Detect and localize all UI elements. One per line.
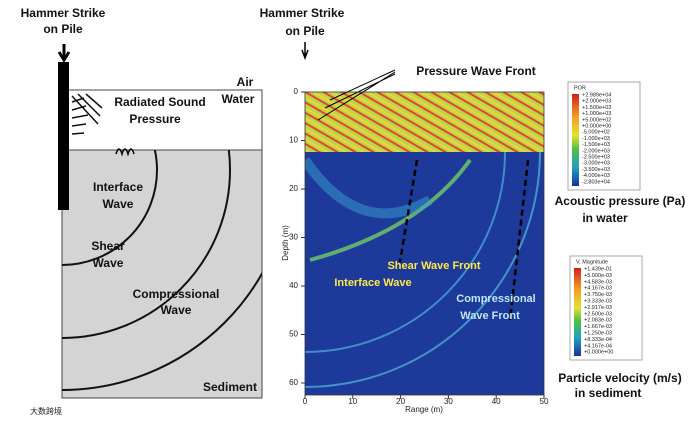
radiated-n0: Radiated Sound (114, 95, 205, 109)
values-n11: -3.000e+03 (582, 161, 610, 167)
radiation-arrows (71, 93, 103, 135)
values-n13: -4.000e+03 (582, 173, 610, 179)
compressional-front-n1: Wave Front (460, 310, 520, 322)
shear-wave-arc (62, 150, 158, 266)
xticks-n5: 50 (540, 397, 549, 406)
values-n9: +1.667e-03 (584, 324, 612, 330)
values-n10: +1.250e-03 (584, 330, 612, 336)
yticks-n5: 50 (289, 330, 298, 339)
legend-pressure-scale (572, 94, 579, 186)
caption-n1: in water (582, 211, 628, 225)
yticks-n0: 0 (294, 87, 299, 96)
legend-velocity-box (569, 255, 643, 361)
yticks-n2: 20 (289, 184, 298, 193)
radiated-n1: Pressure (129, 112, 181, 126)
legend-velocity-scale (574, 268, 581, 356)
xticks-n0: 0 (303, 397, 308, 406)
values-n9: -2.000e+03 (582, 148, 610, 154)
right-panel-interface: Interface Wave (334, 277, 411, 289)
xticks-n1: 10 (348, 397, 357, 406)
strike-label-n0: Hammer Strike (260, 6, 345, 20)
pile (58, 62, 69, 210)
interface-n1: Wave (103, 197, 134, 211)
shear-n0: Shear (91, 239, 125, 253)
yticks-n4: 40 (289, 281, 298, 290)
values-n12: +4.167e-04 (584, 343, 612, 349)
interface-squiggle (115, 148, 135, 157)
simulation-field (301, 42, 545, 396)
xticks-n2: 20 (396, 397, 405, 406)
values-n10: -2.500e+03 (582, 154, 610, 160)
right-panel-y-label: Depth (m) (281, 225, 290, 261)
compressional-front-n0: Compressional (456, 293, 535, 305)
strike-arrow (57, 44, 71, 63)
values-n8: -1.500e+03 (582, 142, 610, 148)
pressure-pointers (317, 69, 396, 121)
values-n2: +4.583e-03 (584, 279, 612, 285)
values-n2: +1.500e+03 (582, 105, 611, 111)
left-diagram (57, 44, 263, 399)
values-n12: -3.500e+03 (582, 167, 610, 173)
values-n7: +2.500e-03 (584, 311, 612, 317)
right-panel-x-label: Range (m) (405, 405, 443, 414)
strike-label-n1: on Pile (43, 22, 83, 36)
values-n0: +1.439e-01 (584, 266, 612, 272)
values-n6: -5.000e+02 (582, 130, 610, 136)
watermark: 大数跨境 (30, 406, 62, 416)
interface-n0: Interface (93, 180, 143, 194)
values-n0: +2.989e+04 (582, 92, 611, 98)
legend-pressure-box (567, 81, 641, 191)
compressional-n0: Compressional (133, 287, 220, 301)
xticks-n4: 40 (492, 397, 501, 406)
right-panel-shear-front: Shear Wave Front (387, 260, 480, 272)
values-n4: +5.000e+02 (582, 117, 611, 123)
legend-pressure-title: POR (574, 85, 586, 91)
values-n7: -1.000e+03 (582, 136, 610, 142)
values-n3: +4.167e-03 (584, 286, 612, 292)
values-n1: +2.000e+03 (582, 99, 611, 105)
strike-label-n0: Hammer Strike (21, 6, 106, 20)
values-n11: +8.333e-04 (584, 337, 612, 343)
caption-n1: in sediment (575, 386, 642, 400)
xticks-n3: 30 (444, 397, 453, 406)
yticks-n3: 30 (289, 233, 298, 242)
values-n8: +2.083e-03 (584, 318, 612, 324)
values-n4: +3.750e-03 (584, 292, 612, 298)
caption-n0: Particle velocity (m/s) (558, 371, 681, 385)
compressional-n1: Wave (161, 303, 192, 317)
plot-frame (304, 91, 545, 396)
left-panel-sediment: Sediment (203, 380, 257, 394)
values-n14: -2.803e+04 (582, 179, 610, 185)
right-panel-pressure-front: Pressure Wave Front (416, 64, 536, 78)
legend-velocity-title: V, Magnitude (576, 259, 608, 265)
values-n5: +0.000e+00 (582, 123, 611, 129)
sediment-field (305, 152, 544, 395)
values-n5: +3.333e-03 (584, 298, 612, 304)
yticks-n1: 10 (289, 136, 298, 145)
left-panel-air: Air (237, 75, 254, 89)
caption-n0: Acoustic pressure (Pa) (555, 194, 686, 208)
water-field (305, 92, 544, 152)
water-region (61, 89, 263, 151)
values-n3: +1.000e+03 (582, 111, 611, 117)
yticks-n6: 60 (289, 378, 298, 387)
shear-n1: Wave (93, 256, 124, 270)
values-n1: +5.000e-03 (584, 273, 612, 279)
values-n6: +2.917e-03 (584, 305, 612, 311)
strike-arrow-right (301, 42, 309, 61)
left-panel-water: Water (222, 92, 255, 106)
values-n13: +0.000e+00 (584, 350, 613, 356)
front-dashes (398, 159, 530, 321)
compressional-arc-inner (62, 150, 231, 339)
strike-label-n1: on Pile (285, 24, 325, 38)
